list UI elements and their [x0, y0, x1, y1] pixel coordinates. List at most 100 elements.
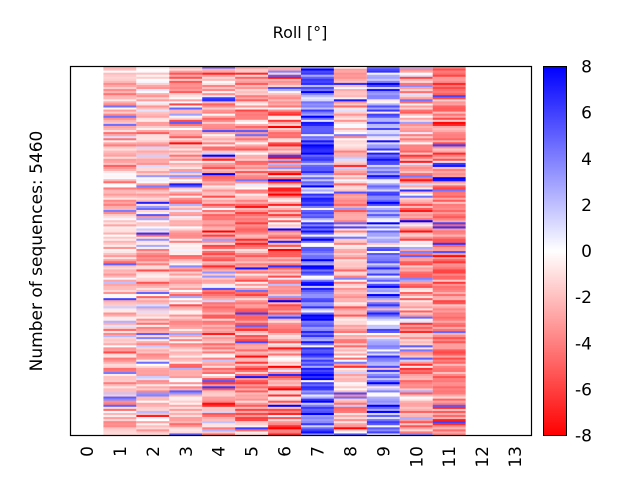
heatmap-cell: [136, 281, 170, 285]
heatmap-cell: [235, 115, 269, 119]
heatmap-cell: [399, 294, 433, 297]
heatmap-cell: [103, 324, 137, 328]
heatmap-cell: [366, 263, 400, 266]
heatmap-cell: [202, 72, 236, 75]
heatmap-cell: [103, 277, 137, 280]
heatmap-cell: [366, 314, 400, 317]
heatmap-cell: [301, 134, 334, 137]
heatmap-cell: [399, 279, 433, 283]
heatmap-cell: [366, 93, 400, 96]
heatmap-cell: [268, 300, 301, 303]
heatmap-cell: [432, 95, 466, 98]
heatmap-cell: [103, 417, 137, 420]
heatmap-cell: [333, 423, 367, 426]
heatmap-cell: [432, 134, 466, 137]
heatmap-cell: [333, 169, 367, 172]
heatmap-cell: [432, 140, 466, 143]
heatmap-cell: [268, 179, 301, 182]
heatmap-cell: [301, 326, 334, 330]
heatmap-cell: [202, 341, 236, 344]
heatmap-cell: [136, 175, 170, 178]
heatmap-cell: [103, 398, 137, 401]
heatmap-cell: [432, 101, 466, 104]
heatmap-cell: [235, 296, 269, 299]
heatmap-cell: [301, 296, 334, 299]
heatmap-cell: [333, 125, 367, 129]
heatmap-cell: [301, 374, 334, 377]
heatmap-cell: [432, 183, 466, 186]
heatmap-cell: [169, 265, 203, 268]
heatmap-cell: [333, 199, 367, 203]
heatmap-cell: [333, 82, 367, 86]
heatmap-cell: [333, 314, 367, 317]
heatmap-cell: [103, 415, 137, 418]
heatmap-cell: [432, 214, 466, 217]
heatmap-cell: [268, 410, 301, 414]
heatmap-cell: [301, 156, 334, 160]
heatmap-cell: [366, 203, 400, 207]
heatmap-cell: [301, 251, 334, 254]
heatmap-cell: [301, 148, 334, 151]
heatmap-cell: [432, 228, 466, 231]
heatmap-cell: [136, 392, 170, 395]
heatmap-cell: [399, 226, 433, 229]
heatmap-cell: [268, 238, 301, 242]
heatmap-cell: [301, 312, 334, 315]
heatmap-cell: [432, 144, 466, 147]
heatmap-cell: [169, 384, 203, 387]
heatmap-cell: [169, 314, 203, 317]
heatmap-cell: [268, 302, 301, 305]
heatmap-cell: [235, 347, 269, 350]
heatmap-cell: [103, 97, 137, 100]
heatmap-cell: [103, 218, 137, 221]
heatmap-cell: [169, 433, 203, 436]
heatmap-cell: [301, 162, 334, 166]
heatmap-cell: [136, 402, 170, 406]
heatmap-cell: [136, 349, 170, 352]
heatmap-cell: [399, 388, 433, 391]
heatmap-cell: [136, 107, 170, 110]
heatmap-cell: [202, 359, 236, 362]
heatmap-cell: [399, 390, 433, 393]
heatmap-cell: [268, 292, 301, 295]
heatmap-cell: [136, 396, 170, 399]
heatmap-cell: [366, 113, 400, 116]
heatmap-cell: [366, 400, 400, 403]
heatmap-cell: [432, 365, 466, 369]
heatmap-cell: [169, 132, 203, 135]
heatmap-cell: [366, 140, 400, 143]
heatmap-cell: [136, 343, 170, 346]
heatmap-cell: [333, 345, 367, 348]
heatmap-cell: [301, 169, 334, 172]
heatmap-cell: [333, 261, 367, 264]
heatmap-cell: [169, 119, 203, 123]
heatmap-cell: [301, 433, 334, 436]
heatmap-cell: [268, 390, 301, 393]
heatmap-cell: [136, 394, 170, 397]
x-tick-labels: 0 1 2 3 4 5 6 7 8 9 10 11 12 13: [78, 446, 526, 468]
heatmap-cell: [432, 197, 466, 201]
heatmap-cell: [268, 269, 301, 272]
heatmap-cell: [202, 277, 236, 280]
heatmap-cell: [136, 146, 170, 149]
heatmap-cell: [169, 267, 203, 270]
heatmap-cell: [301, 91, 334, 94]
heatmap-cell: [169, 113, 203, 116]
heatmap-cell: [268, 177, 301, 180]
heatmap-cell: [235, 228, 269, 231]
heatmap-cell: [301, 142, 334, 145]
heatmap-cell: [333, 78, 367, 82]
heatmap-cell: [169, 228, 203, 231]
heatmap-cell: [103, 322, 137, 326]
heatmap-cell: [268, 185, 301, 188]
heatmap-cell: [103, 320, 137, 324]
heatmap-cell: [136, 314, 170, 317]
heatmap-cell: [202, 177, 236, 180]
heatmap-cell: [136, 265, 170, 268]
heatmap-cell: [399, 74, 433, 78]
heatmap-cell: [235, 345, 269, 348]
heatmap-cell: [136, 433, 170, 436]
heatmap-cell: [432, 271, 466, 274]
heatmap-cell: [103, 228, 137, 231]
heatmap-cell: [333, 410, 367, 414]
